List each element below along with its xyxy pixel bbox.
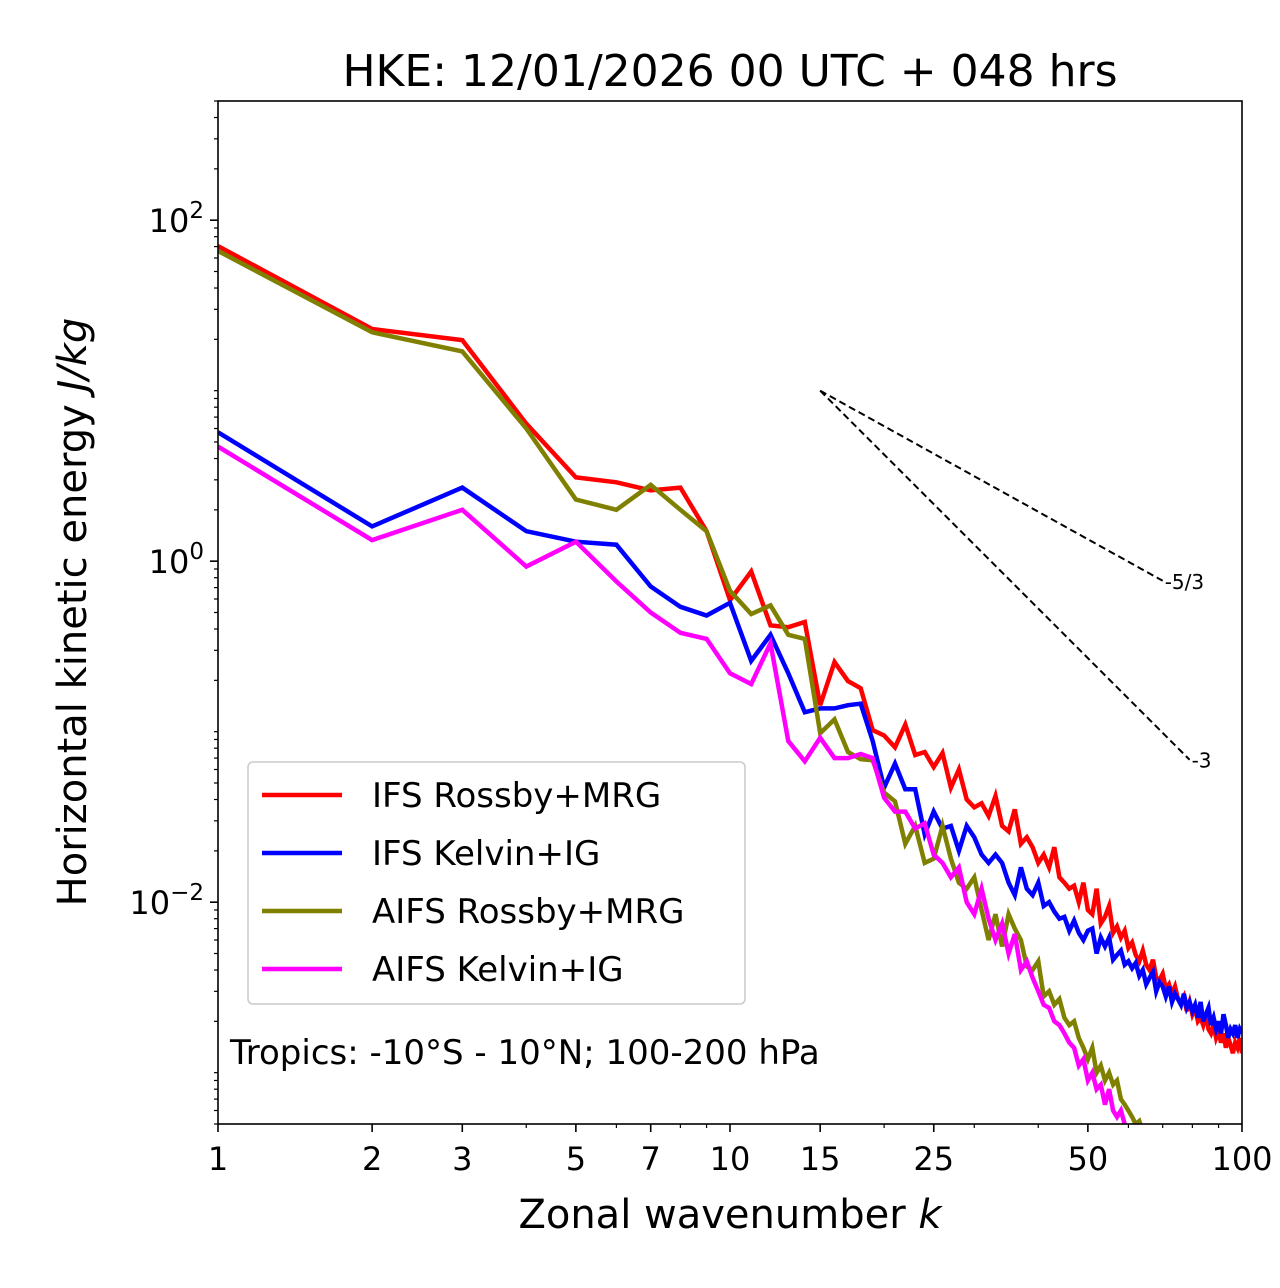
x-tick-label: 5 bbox=[566, 1140, 586, 1178]
x-tick-label: 1 bbox=[208, 1140, 228, 1178]
series-line-aifs-kelvin-ig bbox=[218, 444, 1128, 1124]
legend-label: IFS Kelvin+IG bbox=[372, 834, 600, 874]
region-annotation: Tropics: -10°S - 10°N; 100-200 hPa bbox=[229, 1033, 820, 1073]
y-tick-label: 100 bbox=[149, 539, 204, 581]
x-tick-label: 25 bbox=[913, 1140, 954, 1178]
series-layer bbox=[218, 244, 1242, 1124]
x-tick-label: 3 bbox=[452, 1140, 472, 1178]
reference-lines: -5/3 -3 bbox=[819, 389, 1212, 773]
series-line-ifs-kelvin-ig bbox=[218, 430, 1242, 1040]
y-tick-label: 102 bbox=[149, 198, 204, 240]
legend-frame bbox=[247, 761, 746, 1005]
series-line-aifs-rossby-mrg bbox=[218, 248, 1147, 1124]
x-tick-label: 10 bbox=[710, 1140, 751, 1178]
axis-ticks: 1 2 3 5 7 10 15 25 50 100 102 100 10−2 bbox=[129, 100, 1273, 1178]
reference-line-slope bbox=[819, 389, 1191, 761]
legend: IFS Rossby+MRG IFS Kelvin+IG AIFS Rossby+M… bbox=[247, 761, 746, 1005]
x-tick-label: 100 bbox=[1211, 1140, 1272, 1178]
y-tick-label: 10−2 bbox=[129, 880, 204, 922]
legend-label: IFS Rossby+MRG bbox=[372, 776, 661, 816]
x-tick-label: 2 bbox=[362, 1140, 382, 1178]
reference-line-label: -3 bbox=[1192, 749, 1212, 773]
y-axis-label: Horizontal kinetic energy J/kg bbox=[50, 318, 96, 907]
x-tick-label: 50 bbox=[1068, 1140, 1109, 1178]
reference-line-slope bbox=[819, 389, 1164, 582]
x-axis-label: Zonal wavenumber k bbox=[518, 1192, 943, 1238]
reference-line-label: -5/3 bbox=[1165, 570, 1204, 594]
x-tick-label: 7 bbox=[641, 1140, 661, 1178]
legend-label: AIFS Kelvin+IG bbox=[372, 950, 624, 990]
x-tick-label: 15 bbox=[800, 1140, 841, 1178]
legend-label: AIFS Rossby+MRG bbox=[372, 892, 684, 932]
chart-title: HKE: 12/01/2026 00 UTC + 048 hrs bbox=[342, 46, 1117, 97]
